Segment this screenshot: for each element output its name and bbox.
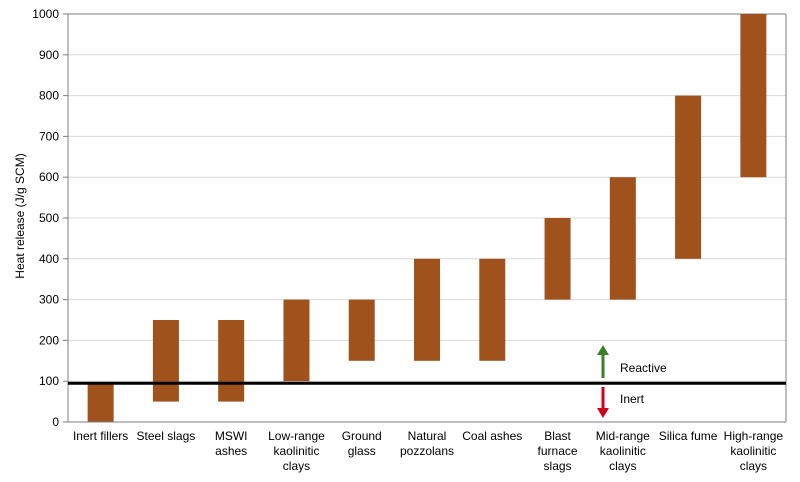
y-tick-label: 500 bbox=[39, 211, 59, 225]
x-tick-label: Coal ashes bbox=[462, 429, 522, 443]
x-tick-label: Silica fume bbox=[659, 429, 718, 443]
x-tick-label: Mid-range kaolinitic clays bbox=[596, 429, 650, 473]
range-bar bbox=[479, 258, 506, 361]
y-tick-label: 200 bbox=[39, 333, 59, 347]
y-axis: 0 100 200 300 400 500 600 700 800 900 1000 bbox=[32, 7, 787, 429]
range-bar bbox=[348, 299, 375, 361]
range-bar bbox=[87, 383, 114, 422]
x-tick-label: MSWI ashes bbox=[215, 429, 248, 458]
range-bar bbox=[544, 218, 571, 300]
y-tick-label: 900 bbox=[39, 48, 59, 62]
reactive-label: Reactive bbox=[620, 361, 667, 375]
range-bar bbox=[609, 177, 636, 300]
y-tick-label: 600 bbox=[39, 170, 59, 184]
range-bar bbox=[152, 320, 179, 402]
range-bar bbox=[675, 95, 702, 259]
y-tick-label: 0 bbox=[52, 415, 59, 429]
range-bar bbox=[414, 258, 440, 361]
y-tick-label: 800 bbox=[39, 89, 59, 103]
annotations: Reactive Inert bbox=[597, 345, 667, 418]
x-tick-label: High-range kaolinitic clays bbox=[724, 429, 784, 473]
y-tick-label: 700 bbox=[39, 129, 59, 143]
inert-arrowhead-icon bbox=[597, 408, 609, 418]
bars bbox=[87, 14, 767, 422]
x-tick-label: Blast furnace slags bbox=[538, 429, 578, 473]
range-bar bbox=[283, 299, 310, 382]
x-tick-label: Low-range kaolinitic clays bbox=[268, 429, 325, 473]
x-tick-label: Steel slags bbox=[137, 429, 196, 443]
x-axis: Inert fillers Steel slags MSWI ashes Low-ran… bbox=[68, 421, 786, 473]
x-tick-label: Ground glass bbox=[342, 429, 382, 458]
y-tick-label: 1000 bbox=[32, 7, 59, 21]
y-tick-label: 400 bbox=[39, 252, 59, 266]
inert-label: Inert bbox=[620, 392, 645, 406]
x-tick-label: Inert fillers bbox=[73, 429, 128, 443]
range-bar bbox=[218, 320, 245, 402]
y-tick-label: 100 bbox=[39, 374, 59, 388]
range-bar bbox=[740, 14, 767, 178]
reactive-arrowhead-icon bbox=[597, 345, 609, 355]
y-axis-label: Heat release (J/g SCM) bbox=[13, 153, 27, 278]
x-tick-label: Natural pozzolans bbox=[400, 429, 454, 458]
y-tick-label: 300 bbox=[39, 293, 59, 307]
